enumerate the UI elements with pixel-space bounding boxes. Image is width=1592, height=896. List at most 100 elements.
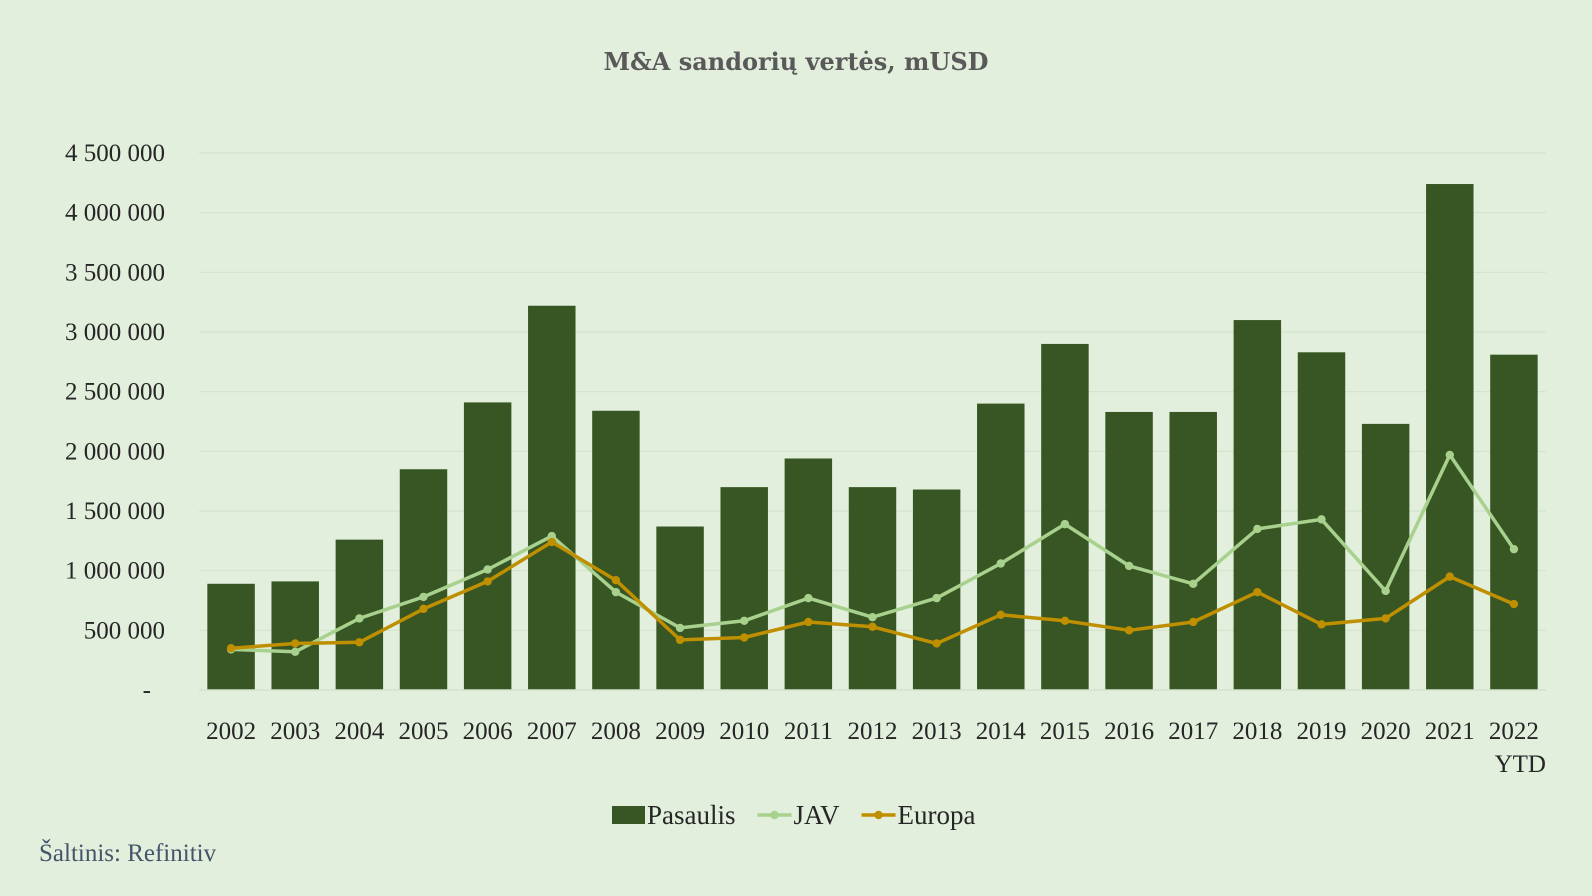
x-tick-label: 2022 YTD [1489,718,1546,778]
y-tick-label: 4 000 000 [65,200,165,227]
bar-pasaulis [656,526,704,690]
point-jav [740,616,749,625]
x-tick-label: 2015 [1040,718,1090,745]
y-tick-label: 500 000 [84,617,165,644]
x-tick-label: 2004 [334,718,385,745]
point-europa [355,638,364,647]
point-europa [611,576,621,585]
point-europa [675,635,685,645]
bars-pasaulis [207,184,1538,690]
point-europa [291,639,300,648]
bar-pasaulis [1169,411,1217,690]
y-tick-label: 4 500 000 [65,140,165,167]
x-tick-label: 2002 [206,718,256,745]
legend-swatch-pasaulis [612,806,645,824]
x-tick-label: 2006 [463,718,513,745]
point-jav [1060,519,1070,529]
point-europa [419,604,428,614]
point-europa [1124,626,1134,635]
point-europa [868,622,877,631]
x-tick-label: 2010 [719,718,769,745]
bar-pasaulis [1105,411,1153,690]
bar-pasaulis [528,305,576,690]
point-europa [740,633,749,642]
point-jav [1253,524,1262,534]
y-tick-label: 2 500 000 [65,379,165,406]
bar-pasaulis [271,581,319,690]
x-axis-tick-labels: 2002 2003 2004 2005 2006 2007 2008 2009 2010 2011… [206,718,1546,778]
legend-label-europa: Europa [898,800,976,830]
point-jav [868,613,877,622]
bar-pasaulis [977,403,1025,690]
x-tick-label: 2009 [655,718,705,745]
x-tick-label: 2011 [784,718,833,745]
y-tick-label: 1 000 000 [65,558,165,585]
y-tick-label: - [143,677,151,704]
bar-pasaulis [463,402,512,690]
x-tick-label: 2018 [1232,718,1282,745]
x-tick-label: 2016 [1104,718,1154,745]
x-tick-label: 2012 [848,718,898,745]
y-tick-label: 2 000 000 [65,438,165,465]
y-tick-label: 3 500 000 [65,259,165,286]
chart-title: M&A sandorių vertės, mUSD [604,47,989,76]
point-jav [932,593,941,603]
x-tick-label: 2014 [976,718,1027,745]
x-tick-label: 2005 [399,718,449,745]
x-tick-label: 2019 [1297,718,1347,745]
legend-marker-jav [770,810,779,820]
x-tick-label: 2020 [1361,718,1411,745]
point-jav [355,614,364,623]
point-europa [996,610,1005,620]
x-tick-label: 2003 [270,718,320,745]
point-europa [804,617,813,627]
x-tick-label: 2008 [591,718,641,745]
point-jav [1189,579,1198,588]
legend: Pasaulis JAV Europa [612,800,976,830]
point-europa [483,577,492,586]
bar-pasaulis [848,487,897,690]
line-series [226,450,1519,657]
bar-pasaulis [592,410,640,690]
point-jav [1124,561,1134,571]
bar-pasaulis [1041,343,1089,690]
point-europa [1445,572,1454,581]
source-note: Šaltinis: Refinitiv [39,840,217,867]
point-europa [1189,617,1198,627]
point-europa [932,639,941,648]
point-jav [419,592,428,602]
x-tick-label: 2021 [1425,718,1475,745]
bar-pasaulis [1490,354,1538,690]
point-jav [1317,515,1326,524]
point-jav [1381,586,1390,596]
bar-pasaulis [784,458,833,690]
point-europa [1509,599,1519,609]
point-europa [1317,620,1326,629]
bar-pasaulis [1233,320,1282,690]
point-jav [1445,450,1454,460]
y-tick-label: 1 500 000 [65,498,165,525]
x-tick-label: 2007 [527,718,577,745]
point-jav [996,559,1005,568]
point-europa [1253,587,1262,597]
point-jav [483,565,492,574]
legend-marker-europa [874,810,883,820]
y-tick-label: 3 000 000 [65,319,165,346]
y-axis-tick-labels: - 500 000 1 000 000 1 500 000 2 000 000 2 500… [65,140,165,704]
bar-pasaulis [207,583,255,690]
point-europa [1060,616,1070,625]
point-europa [1381,614,1390,623]
bar-pasaulis [720,487,768,690]
point-jav [547,531,556,541]
bar-pasaulis [1426,184,1474,690]
bar-pasaulis [399,469,448,690]
point-europa [547,537,556,547]
point-jav [291,647,300,657]
point-jav [675,623,685,633]
point-europa [226,644,236,653]
point-jav [804,593,813,603]
legend-label-pasaulis: Pasaulis [647,800,736,830]
point-jav [1509,544,1519,554]
x-tick-label: 2017 [1168,718,1218,745]
